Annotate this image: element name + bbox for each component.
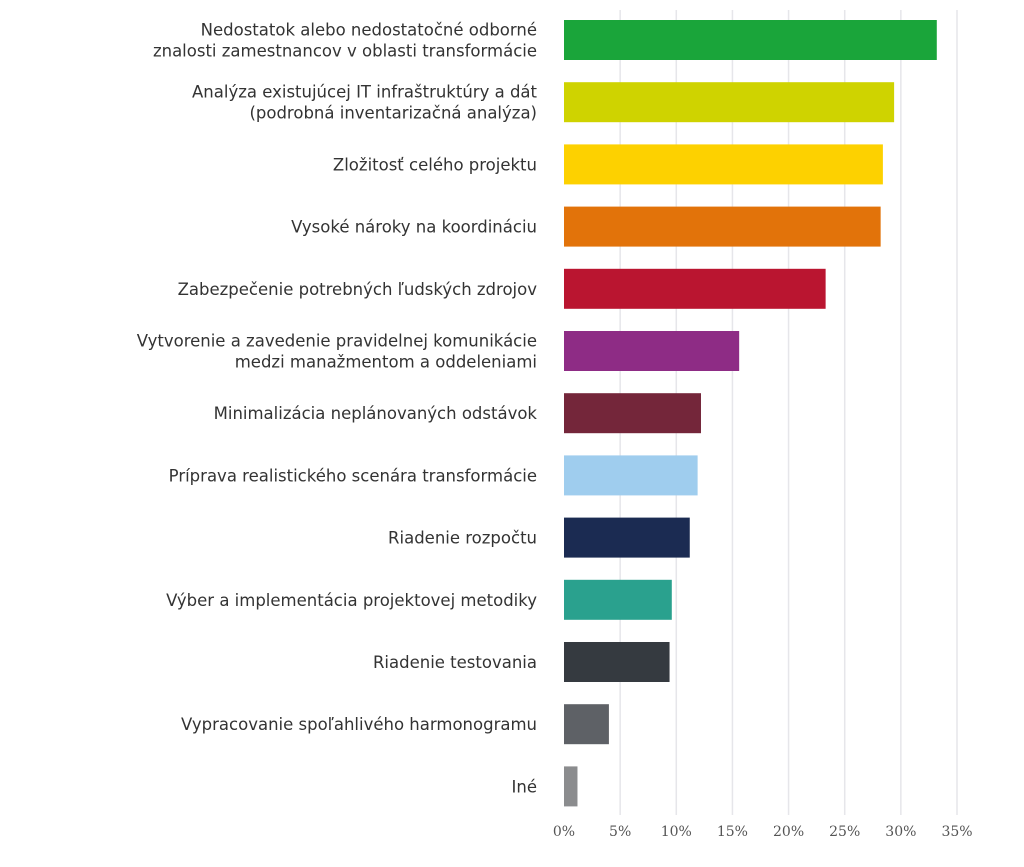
bar <box>564 517 690 558</box>
bar <box>564 268 826 309</box>
x-tick-label: 25% <box>829 824 860 840</box>
category-label: znalosti zamestnancov v oblasti transfor… <box>153 42 537 61</box>
category-label: Zabezpečenie potrebných ľudských zdrojov <box>178 280 538 299</box>
bar <box>564 393 701 434</box>
bars <box>564 20 937 807</box>
x-tick-label: 5% <box>609 824 631 840</box>
bar <box>564 331 740 371</box>
category-label: Analýza existujúcej IT infraštruktúry a … <box>192 83 538 102</box>
category-label: Nedostatok alebo nedostatočné odborné <box>201 21 537 40</box>
x-tick-label: 10% <box>661 824 692 840</box>
x-tick-label: 0% <box>553 824 575 840</box>
x-tick-label: 20% <box>773 824 804 840</box>
x-tick-label: 30% <box>885 824 916 840</box>
x-axis-ticks: 0% 5% 10% 15% 20% 25% 30% 35% <box>553 824 973 840</box>
category-label: Riadenie testovania <box>373 653 537 672</box>
bar <box>564 82 895 123</box>
category-label: Príprava realistického scenára transform… <box>169 466 537 485</box>
category-label: Výber a implementácia projektovej metodi… <box>166 591 537 610</box>
category-label: Zložitosť celého projektu <box>333 155 537 174</box>
bar <box>564 20 937 60</box>
x-tick-label: 35% <box>941 824 972 840</box>
category-label: (podrobná inventarizačná analýza) <box>249 104 537 123</box>
bar <box>564 642 670 682</box>
x-tick-label: 15% <box>717 824 748 840</box>
bar <box>564 579 672 620</box>
category-label: Iné <box>512 777 537 796</box>
bar <box>564 455 698 496</box>
category-label: Vysoké nároky na koordináciu <box>291 218 537 237</box>
bar <box>564 704 609 745</box>
category-labels: Nedostatok alebo nedostatočné odborné zna… <box>137 21 538 797</box>
category-label: Riadenie rozpočtu <box>388 529 537 548</box>
bar <box>564 206 881 247</box>
category-label: Vytvorenie a zavedenie pravidelnej komun… <box>137 332 537 351</box>
category-label: medzi manažmentom a oddeleniami <box>235 353 537 372</box>
category-label: Minimalizácia neplánovaných odstávok <box>214 404 538 423</box>
bar <box>564 144 883 185</box>
category-label: Vypracovanie spoľahlivého harmonogramu <box>181 715 537 734</box>
bar <box>564 766 578 807</box>
gridlines <box>619 10 958 815</box>
